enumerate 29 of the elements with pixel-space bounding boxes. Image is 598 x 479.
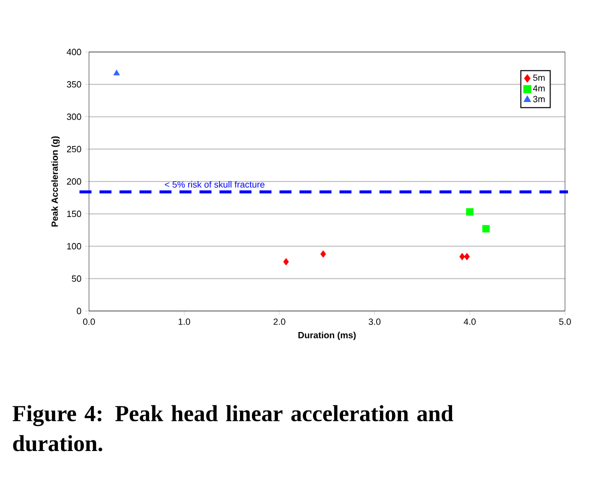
point <box>113 70 120 76</box>
y-tick-label: 400 <box>66 48 82 56</box>
text: Figure 4: Peak head linear acceleration and duration. <box>12 405 454 452</box>
legend-label: 3m <box>533 96 545 102</box>
point <box>482 225 490 232</box>
y-tick-label: 0 <box>76 308 82 314</box>
y-tick-label: 50 <box>72 275 82 282</box>
point <box>459 252 466 260</box>
y-tick-label: 200 <box>66 178 82 185</box>
point <box>464 252 470 260</box>
y-tick-label: 350 <box>66 81 82 88</box>
y-tick-label: 150 <box>67 210 82 218</box>
point <box>320 250 326 258</box>
legend-label: 5m <box>533 74 545 81</box>
x-axis-title: Duration (ms) <box>298 332 356 340</box>
point <box>283 258 289 266</box>
x-tick-label: 4.0 <box>464 318 476 325</box>
y-tick-label: 100 <box>67 243 82 250</box>
point <box>466 208 474 216</box>
x-tick-label: 2.0 <box>274 318 286 325</box>
x-tick-label: 3.0 <box>368 318 380 325</box>
y-tick-label: 300 <box>66 114 82 120</box>
y-tick-label: 250 <box>66 146 82 152</box>
y-axis-title: Peak Acceleration (g) <box>51 136 60 226</box>
x-tick-label: 5.0 <box>559 318 571 325</box>
legend-label: 4m <box>532 85 545 92</box>
ref-line-label: < 5% risk of skull fracture <box>164 181 264 188</box>
x-tick-label: 1.0 <box>178 318 190 325</box>
x-tick-label: 0.0 <box>83 318 95 325</box>
